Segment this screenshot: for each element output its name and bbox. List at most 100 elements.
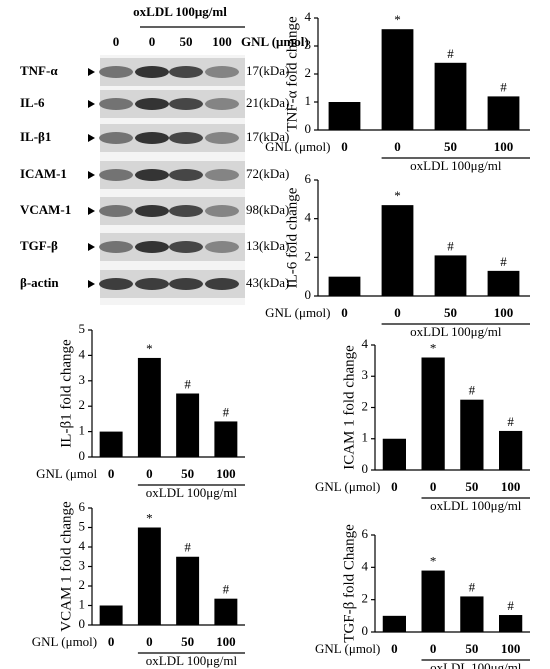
significance-mark: * <box>430 554 437 569</box>
band <box>169 132 203 144</box>
y-tick-label: 0 <box>305 287 312 302</box>
significance-mark: # <box>500 254 507 269</box>
y-tick-label: 3 <box>305 37 312 52</box>
group-label: oxLDL 100μg/ml <box>146 653 238 668</box>
x-tick-label: 0 <box>391 479 398 494</box>
y-axis-label: IL-β1 fold change <box>58 339 74 448</box>
band <box>135 66 169 78</box>
band <box>205 66 239 78</box>
bar <box>499 615 523 632</box>
y-tick-label: 5 <box>79 321 86 336</box>
significance-mark: # <box>469 579 476 594</box>
bar <box>328 276 361 296</box>
significance-mark: * <box>146 510 153 525</box>
protein-label: ICAM-1 <box>20 166 67 181</box>
y-tick-label: 1 <box>362 430 369 445</box>
bar <box>381 205 414 296</box>
size-label: 13(kDa) <box>246 238 289 253</box>
band <box>205 169 239 181</box>
x-axis-label: GNL (μmol) <box>265 305 330 320</box>
x-tick-label: 100 <box>501 641 521 656</box>
size-label: 17(kDa) <box>246 129 289 144</box>
significance-mark: * <box>394 188 401 203</box>
y-tick-label: 3 <box>79 557 86 572</box>
band <box>135 241 169 253</box>
x-tick-label: 100 <box>216 634 236 649</box>
x-tick-label: 50 <box>465 641 478 656</box>
significance-mark: # <box>447 238 454 253</box>
x-tick-label: 0 <box>341 139 348 154</box>
y-axis-label: TGF-β fold Change <box>341 524 357 643</box>
x-tick-label: 0 <box>430 479 437 494</box>
group-label: oxLDL 100μg/ml <box>146 485 238 500</box>
significance-mark: * <box>430 340 437 355</box>
significance-mark: # <box>507 598 514 613</box>
x-axis-label: GNL (μmol) <box>315 479 380 494</box>
bar <box>460 399 484 470</box>
bar <box>137 357 161 457</box>
bar <box>382 438 406 470</box>
y-tick-label: 2 <box>362 398 369 413</box>
x-tick-label: 100 <box>216 466 236 481</box>
bar <box>176 556 200 625</box>
band <box>169 66 203 78</box>
bar <box>137 527 161 625</box>
row-arrow <box>88 134 95 142</box>
bar <box>328 102 361 130</box>
significance-mark: # <box>223 404 230 419</box>
group-label: oxLDL 100μg/ml <box>430 660 522 669</box>
bar <box>214 421 238 457</box>
y-tick-label: 1 <box>79 423 86 438</box>
bar <box>382 615 406 632</box>
band <box>205 278 239 290</box>
y-axis-label: ICAM 1 fold change <box>341 345 357 470</box>
band <box>169 241 203 253</box>
significance-mark: # <box>184 540 191 555</box>
significance-mark: # <box>500 79 507 94</box>
significance-mark: # <box>223 582 230 597</box>
y-tick-label: 0 <box>305 121 312 136</box>
y-tick-label: 1 <box>79 596 86 611</box>
lane-label: 0 <box>149 34 156 49</box>
band <box>135 278 169 290</box>
bar <box>434 255 467 296</box>
y-tick-label: 3 <box>79 372 86 387</box>
band <box>169 278 203 290</box>
x-tick-label: 50 <box>181 466 194 481</box>
y-tick-label: 6 <box>305 171 312 186</box>
y-tick-label: 2 <box>79 577 86 592</box>
x-tick-label: 0 <box>394 139 401 154</box>
band <box>99 66 133 78</box>
band <box>205 132 239 144</box>
y-axis-label: TNF-α fold change <box>284 16 300 132</box>
group-label: oxLDL 100μg/ml <box>410 158 502 173</box>
y-tick-label: 4 <box>79 346 86 361</box>
y-tick-label: 6 <box>362 526 369 541</box>
bar <box>487 96 520 130</box>
y-tick-label: 0 <box>79 616 86 631</box>
size-label: 98(kDa) <box>246 202 289 217</box>
bar <box>499 430 523 470</box>
y-tick-label: 0 <box>362 623 369 638</box>
x-tick-label: 0 <box>391 641 398 656</box>
x-tick-label: 0 <box>108 634 115 649</box>
y-tick-label: 4 <box>362 336 369 351</box>
y-tick-label: 4 <box>305 9 312 24</box>
band <box>205 98 239 110</box>
y-tick-label: 4 <box>305 210 312 225</box>
band <box>169 205 203 217</box>
bar <box>460 596 484 632</box>
band <box>99 278 133 290</box>
bar <box>176 393 200 457</box>
x-tick-label: 50 <box>181 634 194 649</box>
x-tick-label: 100 <box>494 139 514 154</box>
bar <box>434 62 467 130</box>
x-tick-label: 100 <box>494 305 514 320</box>
significance-mark: # <box>507 414 514 429</box>
y-tick-label: 5 <box>79 518 86 533</box>
row-arrow <box>88 171 95 179</box>
y-tick-label: 0 <box>79 448 86 463</box>
y-tick-label: 0 <box>362 461 369 476</box>
size-label: 43(kDa) <box>246 275 289 290</box>
